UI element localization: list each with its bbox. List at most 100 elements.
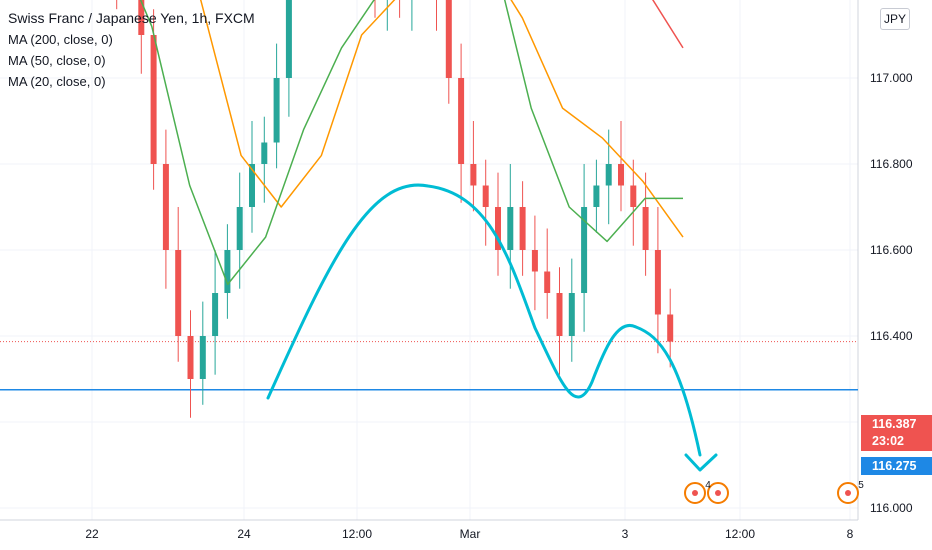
candle <box>458 43 465 203</box>
ma50-line <box>199 0 684 238</box>
ma20-legend[interactable]: MA (20, close, 0) <box>8 74 106 89</box>
candle <box>374 0 376 18</box>
event-marker-dot <box>692 490 698 496</box>
price-tick-label: 116.800 <box>870 157 913 171</box>
currency-label[interactable]: JPY <box>880 8 910 30</box>
candle <box>507 164 514 289</box>
candle-body <box>556 293 563 336</box>
candle-body <box>162 164 169 250</box>
candle <box>273 43 280 169</box>
candle-body <box>531 250 538 272</box>
ma50-legend[interactable]: MA (50, close, 0) <box>8 53 106 68</box>
candle-body <box>224 250 231 293</box>
drawn-arrowhead <box>684 453 718 472</box>
candle-body <box>482 185 489 207</box>
candle-body <box>212 293 219 336</box>
candle <box>187 310 194 418</box>
candle <box>470 121 477 212</box>
candle-body <box>261 142 268 164</box>
time-tick-label: 24 <box>237 527 251 541</box>
candle-body <box>519 207 526 250</box>
candle-body <box>605 164 612 186</box>
time-tick-label: 12:00 <box>725 527 755 541</box>
candle <box>445 0 452 104</box>
candle <box>199 301 206 405</box>
price-tick-label: 116.000 <box>870 501 913 515</box>
last-price-value: 116.387 <box>872 417 917 431</box>
candle <box>138 0 145 74</box>
candle-body <box>667 314 674 342</box>
candle <box>399 0 401 18</box>
candle-body <box>199 336 206 379</box>
candle <box>531 215 538 311</box>
ma20-line <box>139 0 683 286</box>
candle <box>386 0 388 31</box>
candle <box>568 258 575 362</box>
time-tick-label: 22 <box>85 527 99 541</box>
level-price-badge: 116.275 <box>861 457 932 475</box>
candle-body <box>642 207 649 250</box>
candle <box>630 159 637 246</box>
candle <box>175 207 182 362</box>
candle <box>544 228 551 319</box>
price-tick-label: 116.600 <box>870 243 913 257</box>
candle <box>667 288 674 368</box>
candle-body <box>175 250 182 336</box>
candle <box>150 9 157 190</box>
candle-body <box>581 207 588 293</box>
candle-body <box>654 250 661 315</box>
candle <box>654 207 661 354</box>
candle-body <box>593 185 600 207</box>
ma200-legend[interactable]: MA (200, close, 0) <box>8 32 113 47</box>
event-marker-dot <box>845 490 851 496</box>
candle-body <box>630 185 637 207</box>
candle <box>411 0 413 31</box>
drawn-curve <box>266 183 702 457</box>
candle-body <box>507 207 514 250</box>
candle-body <box>445 0 452 78</box>
candle-body <box>249 164 255 207</box>
last-price-badge: 116.387 23:02 <box>861 415 932 451</box>
candle <box>482 159 489 246</box>
price-tick-label: 117.000 <box>870 71 913 85</box>
time-tick-label: 8 <box>847 527 854 541</box>
candle <box>556 267 563 375</box>
candle-body <box>236 207 243 250</box>
candle-body <box>138 0 145 35</box>
time-tick-label: 3 <box>622 527 629 541</box>
price-tick-label: 116.400 <box>870 329 913 343</box>
candle <box>593 159 600 233</box>
candle <box>261 116 268 203</box>
candle-body <box>285 0 292 78</box>
candle-body <box>273 78 280 143</box>
candle-body <box>618 164 624 186</box>
time-tick-label: Mar <box>460 527 481 541</box>
candle <box>285 0 292 117</box>
event-marker-count: 4 <box>705 480 711 491</box>
candle-body <box>470 164 477 186</box>
candle <box>618 121 624 212</box>
candle-body <box>150 35 157 164</box>
symbol-title[interactable]: Swiss Franc / Japanese Yen, 1h, FXCM <box>8 10 255 26</box>
candle-body <box>495 207 501 250</box>
event-marker-dot <box>715 490 721 496</box>
candle <box>495 172 501 276</box>
candle-body <box>544 271 551 293</box>
candle <box>436 0 437 31</box>
candle <box>212 250 219 375</box>
candle-body <box>458 78 465 164</box>
candle <box>249 121 255 233</box>
candle-body <box>568 293 575 336</box>
candle-body <box>187 336 194 379</box>
time-tick-label: 12:00 <box>342 527 372 541</box>
candle <box>162 129 169 289</box>
candle <box>581 164 588 332</box>
candle <box>224 224 231 319</box>
candle <box>642 172 649 276</box>
bar-countdown: 23:02 <box>872 434 904 448</box>
event-marker[interactable]: 4 <box>684 480 729 504</box>
event-marker-count: 5 <box>858 480 864 491</box>
chart-legend: Swiss Franc / Japanese Yen, 1h, FXCM MA … <box>8 8 255 92</box>
event-marker[interactable]: 5 <box>837 480 864 504</box>
